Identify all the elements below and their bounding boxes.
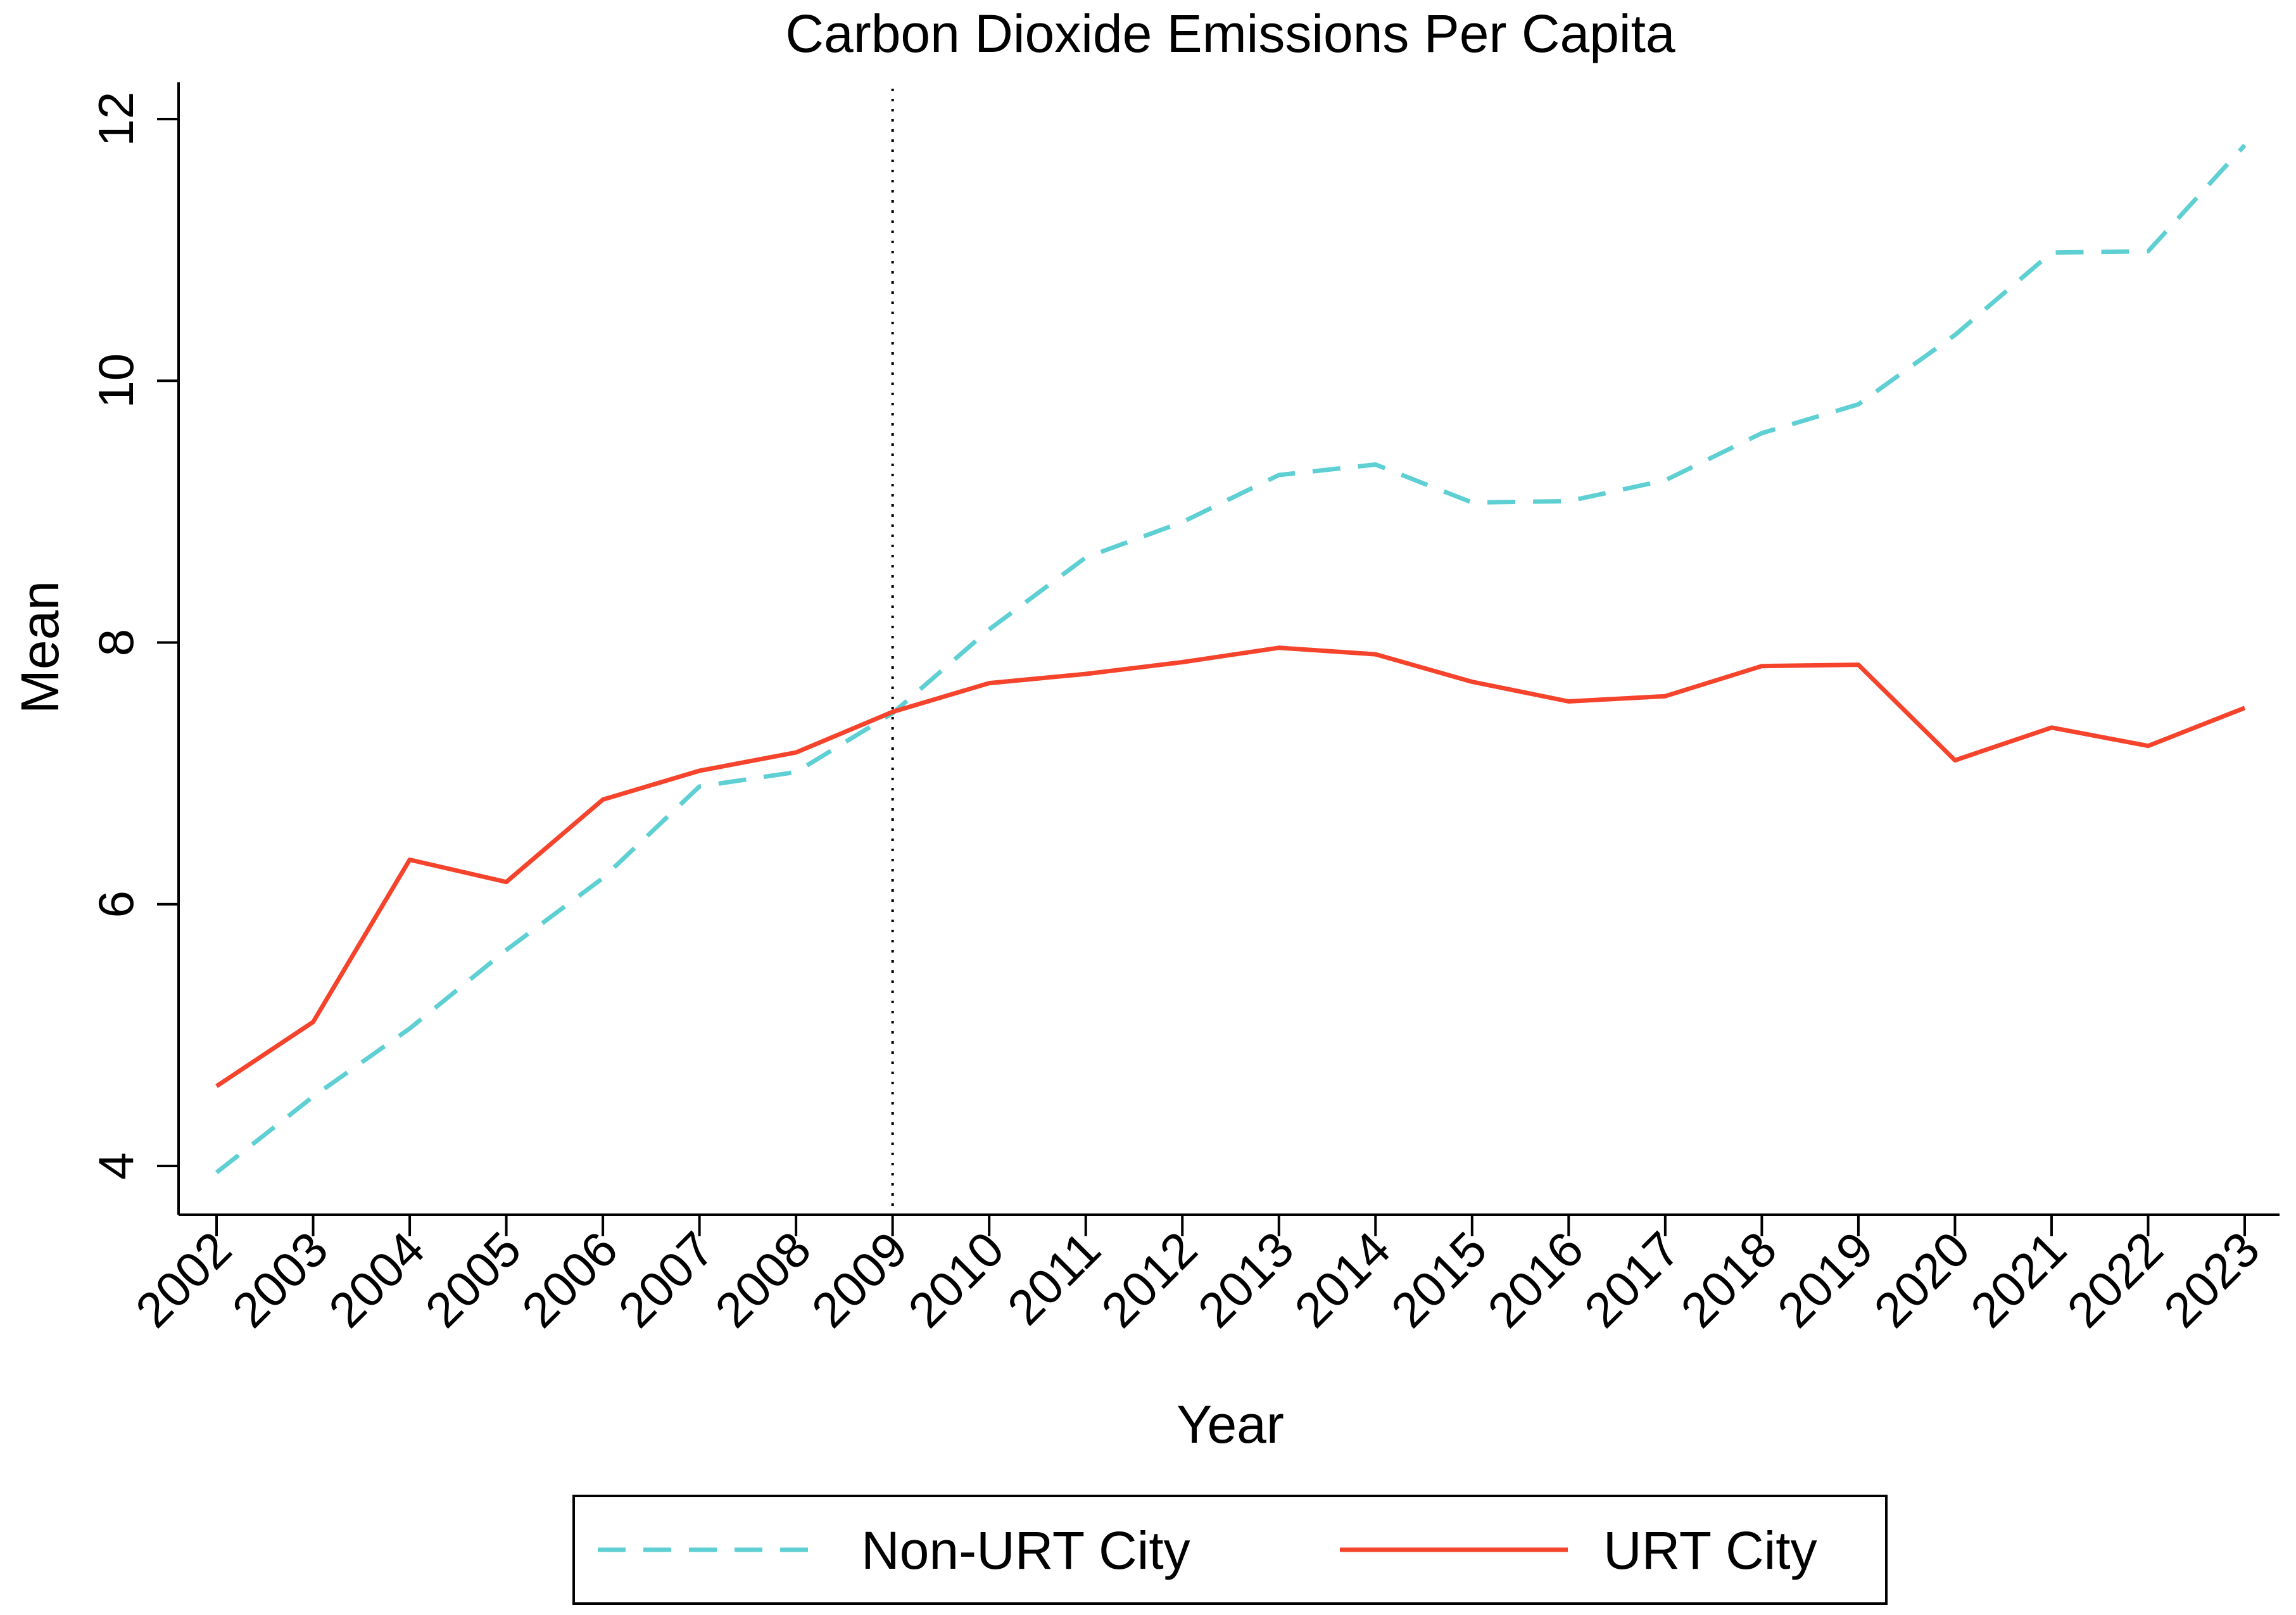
- y-tick-label-12: 12: [88, 92, 144, 147]
- x-tick-label-2012: 2012: [1090, 1221, 1208, 1338]
- x-tick-label-2006: 2006: [511, 1221, 628, 1338]
- x-tick-label-2003: 2003: [222, 1221, 339, 1338]
- x-tick-label-2013: 2013: [1187, 1221, 1304, 1338]
- chart-title: Carbon Dioxide Emissions Per Capita: [785, 4, 1675, 63]
- series-group: [215, 143, 2247, 1175]
- x-tick-label-2021: 2021: [1960, 1221, 2077, 1338]
- legend-label-non-urt: Non-URT City: [861, 1521, 1190, 1580]
- series-line-non-urt-city: [215, 143, 2247, 1175]
- x-tick-label-2009: 2009: [801, 1221, 918, 1338]
- legend-label-urt: URT City: [1603, 1521, 1817, 1580]
- y-tick-label-6: 6: [88, 890, 144, 918]
- x-tick-label-2011: 2011: [997, 1221, 1111, 1336]
- legend: Non-URT City URT City: [572, 1495, 1888, 1605]
- y-tick-label-8: 8: [88, 629, 144, 656]
- x-axis-ticks: 2002200320042005200620072008200920102011…: [125, 1215, 2270, 1338]
- y-tick-label-10: 10: [88, 353, 144, 408]
- x-tick-label-2020: 2020: [1864, 1221, 1981, 1338]
- x-tick-label-2002: 2002: [125, 1221, 242, 1338]
- x-tick-label-2007: 2007: [608, 1221, 725, 1338]
- x-tick-label-2004: 2004: [318, 1221, 435, 1338]
- series-line-urt-city: [215, 645, 2246, 1088]
- x-tick-label-2015: 2015: [1380, 1221, 1498, 1338]
- x-tick-label-2005: 2005: [415, 1221, 532, 1338]
- x-tick-label-2010: 2010: [897, 1221, 1014, 1338]
- x-tick-label-2014: 2014: [1284, 1221, 1401, 1338]
- y-axis-title: Mean: [10, 581, 70, 714]
- x-tick-label-2019: 2019: [1767, 1221, 1884, 1338]
- y-axis-ticks: 4 6 8 10 12: [88, 92, 179, 1180]
- x-tick-label-2018: 2018: [1670, 1221, 1787, 1338]
- x-axis-title: Year: [1176, 1395, 1284, 1454]
- x-tick-label-2023: 2023: [2153, 1221, 2270, 1338]
- x-tick-label-2016: 2016: [1477, 1221, 1594, 1338]
- x-tick-label-2017: 2017: [1574, 1221, 1691, 1338]
- x-tick-label-2008: 2008: [704, 1221, 821, 1338]
- x-tick-label-2022: 2022: [2057, 1221, 2174, 1338]
- y-tick-label-4: 4: [88, 1152, 144, 1179]
